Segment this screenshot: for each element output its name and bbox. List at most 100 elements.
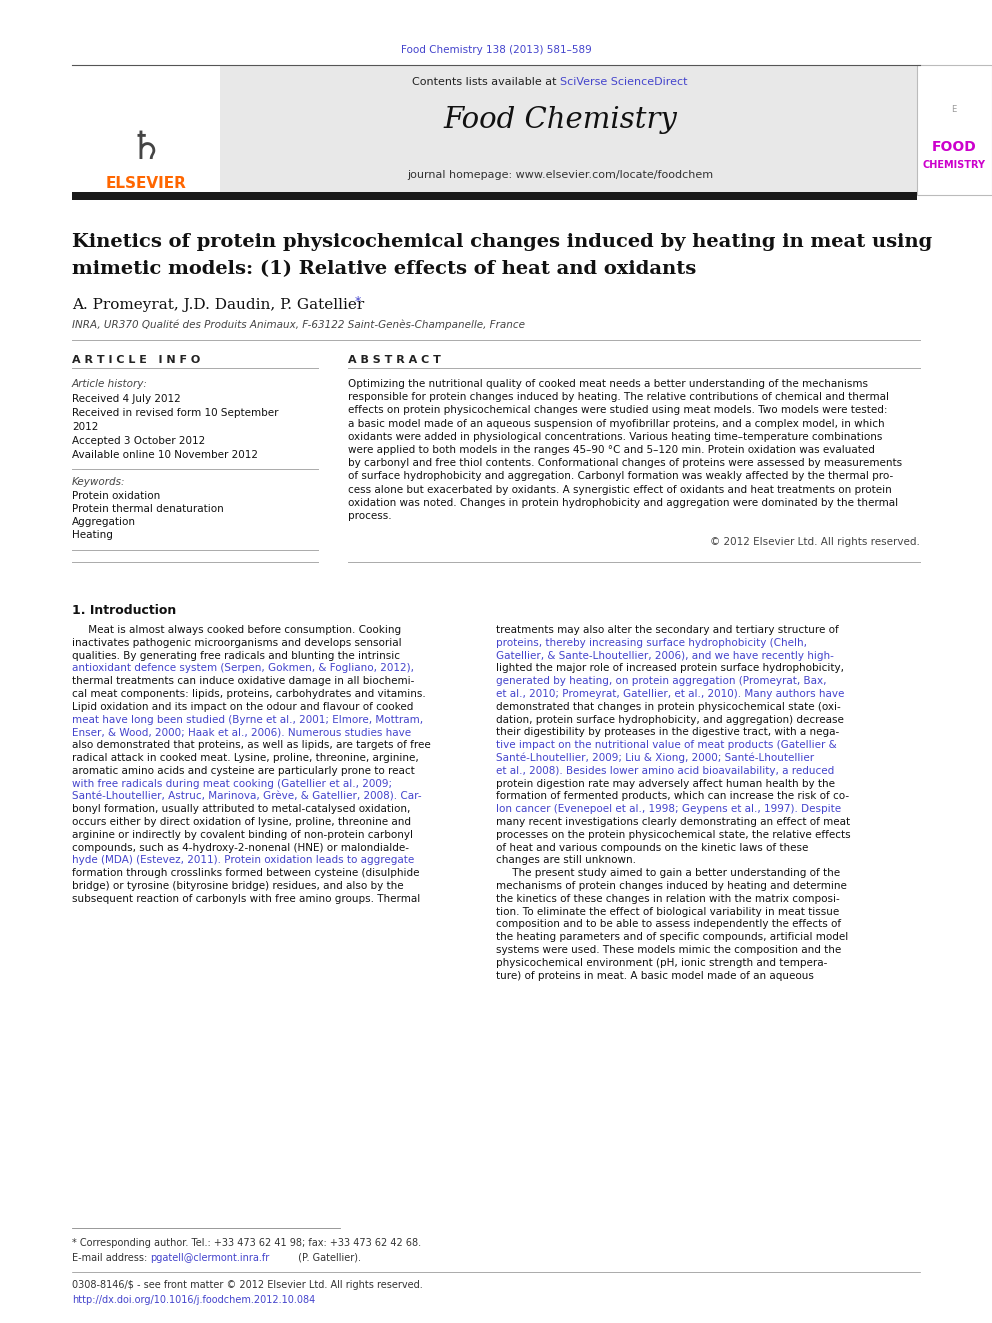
Text: with free radicals during meat cooking (Gatellier et al., 2009;: with free radicals during meat cooking (… (72, 779, 392, 789)
Text: radical attack in cooked meat. Lysine, proline, threonine, arginine,: radical attack in cooked meat. Lysine, p… (72, 753, 419, 763)
Text: also demonstrated that proteins, as well as lipids, are targets of free: also demonstrated that proteins, as well… (72, 740, 431, 750)
Text: Protein oxidation: Protein oxidation (72, 491, 161, 501)
Text: tion. To eliminate the effect of biological variability in meat tissue: tion. To eliminate the effect of biologi… (496, 906, 839, 917)
Text: A B S T R A C T: A B S T R A C T (348, 355, 440, 365)
Text: © 2012 Elsevier Ltd. All rights reserved.: © 2012 Elsevier Ltd. All rights reserved… (710, 537, 920, 546)
Text: ELSEVIER: ELSEVIER (105, 176, 186, 191)
Text: * Corresponding author. Tel.: +33 473 62 41 98; fax: +33 473 62 42 68.: * Corresponding author. Tel.: +33 473 62… (72, 1238, 422, 1248)
Text: cess alone but exacerbated by oxidants. A synergistic effect of oxidants and hea: cess alone but exacerbated by oxidants. … (348, 484, 892, 495)
Text: tive impact on the nutritional value of meat products (Gatellier &: tive impact on the nutritional value of … (496, 740, 836, 750)
Text: 0308-8146/$ - see front matter © 2012 Elsevier Ltd. All rights reserved.: 0308-8146/$ - see front matter © 2012 El… (72, 1279, 423, 1290)
Text: A. Promeyrat, J.D. Daudin, P. Gatellier: A. Promeyrat, J.D. Daudin, P. Gatellier (72, 298, 364, 312)
Text: Protein thermal denaturation: Protein thermal denaturation (72, 504, 224, 515)
Text: formation through crosslinks formed between cysteine (disulphide: formation through crosslinks formed betw… (72, 868, 420, 878)
Text: lighted the major role of increased protein surface hydrophobicity,: lighted the major role of increased prot… (496, 663, 844, 673)
Text: ture) of proteins in meat. A basic model made of an aqueous: ture) of proteins in meat. A basic model… (496, 971, 813, 980)
Text: 2012: 2012 (72, 422, 98, 433)
Text: INRA, UR370 Qualité des Produits Animaux, F-63122 Saint-Genès-Champanelle, Franc: INRA, UR370 Qualité des Produits Animaux… (72, 320, 525, 331)
Text: a basic model made of an aqueous suspension of myofibrillar proteins, and a comp: a basic model made of an aqueous suspens… (348, 418, 885, 429)
Text: Article history:: Article history: (72, 378, 148, 389)
Text: hyde (MDA) (Estevez, 2011). Protein oxidation leads to aggregate: hyde (MDA) (Estevez, 2011). Protein oxid… (72, 856, 415, 865)
Text: bridge) or tyrosine (bityrosine bridge) residues, and also by the: bridge) or tyrosine (bityrosine bridge) … (72, 881, 404, 890)
Text: Food Chemistry 138 (2013) 581–589: Food Chemistry 138 (2013) 581–589 (401, 45, 591, 56)
Text: 1. Introduction: 1. Introduction (72, 603, 177, 617)
Text: treatments may also alter the secondary and tertiary structure of: treatments may also alter the secondary … (496, 624, 839, 635)
Text: generated by heating, on protein aggregation (Promeyrat, Bax,: generated by heating, on protein aggrega… (496, 676, 826, 687)
Text: et al., 2010; Promeyrat, Gatellier, et al., 2010). Many authors have: et al., 2010; Promeyrat, Gatellier, et a… (496, 689, 844, 699)
Text: inactivates pathogenic microorganisms and develops sensorial: inactivates pathogenic microorganisms an… (72, 638, 402, 648)
Text: protein digestion rate may adversely affect human health by the: protein digestion rate may adversely aff… (496, 779, 835, 789)
Text: oxidants were added in physiological concentrations. Various heating time–temper: oxidants were added in physiological con… (348, 431, 882, 442)
Text: ♄: ♄ (129, 130, 164, 167)
Text: cal meat components: lipids, proteins, carbohydrates and vitamins.: cal meat components: lipids, proteins, c… (72, 689, 426, 699)
Text: Meat is almost always cooked before consumption. Cooking: Meat is almost always cooked before cons… (72, 624, 401, 635)
Text: journal homepage: www.elsevier.com/locate/foodchem: journal homepage: www.elsevier.com/locat… (407, 169, 713, 180)
Text: thermal treatments can induce oxidative damage in all biochemi-: thermal treatments can induce oxidative … (72, 676, 415, 687)
Text: SciVerse ScienceDirect: SciVerse ScienceDirect (560, 77, 687, 87)
Text: Accepted 3 October 2012: Accepted 3 October 2012 (72, 437, 205, 446)
Text: Optimizing the nutritional quality of cooked meat needs a better understanding o: Optimizing the nutritional quality of co… (348, 378, 868, 389)
Text: Lipid oxidation and its impact on the odour and flavour of cooked: Lipid oxidation and its impact on the od… (72, 701, 414, 712)
Text: Heating: Heating (72, 531, 113, 540)
Text: responsible for protein changes induced by heating. The relative contributions o: responsible for protein changes induced … (348, 392, 889, 402)
Text: Enser, & Wood, 2000; Haak et al., 2006). Numerous studies have: Enser, & Wood, 2000; Haak et al., 2006).… (72, 728, 411, 737)
Text: oxidation was noted. Changes in protein hydrophobicity and aggregation were domi: oxidation was noted. Changes in protein … (348, 497, 898, 508)
Text: antioxidant defence system (Serpen, Gokmen, & Fogliano, 2012),: antioxidant defence system (Serpen, Gokm… (72, 663, 414, 673)
Text: aromatic amino acids and cysteine are particularly prone to react: aromatic amino acids and cysteine are pa… (72, 766, 415, 775)
Text: of surface hydrophobicity and aggregation. Carbonyl formation was weakly affecte: of surface hydrophobicity and aggregatio… (348, 471, 893, 482)
Text: Received in revised form 10 September: Received in revised form 10 September (72, 407, 279, 418)
Text: Santé-Lhoutellier, 2009; Liu & Xiong, 2000; Santé-Lhoutellier: Santé-Lhoutellier, 2009; Liu & Xiong, 20… (496, 753, 814, 763)
Text: systems were used. These models mimic the composition and the: systems were used. These models mimic th… (496, 945, 841, 955)
Text: physicochemical environment (pH, ionic strength and tempera-: physicochemical environment (pH, ionic s… (496, 958, 827, 968)
Text: Food Chemistry: Food Chemistry (443, 106, 677, 134)
Text: (P. Gatellier).: (P. Gatellier). (295, 1253, 361, 1263)
Text: subsequent reaction of carbonyls with free amino groups. Thermal: subsequent reaction of carbonyls with fr… (72, 894, 421, 904)
Text: effects on protein physicochemical changes were studied using meat models. Two m: effects on protein physicochemical chang… (348, 405, 888, 415)
Text: were applied to both models in the ranges 45–90 °C and 5–120 min. Protein oxidat: were applied to both models in the range… (348, 445, 875, 455)
Text: arginine or indirectly by covalent binding of non-protein carbonyl: arginine or indirectly by covalent bindi… (72, 830, 413, 840)
Text: Received 4 July 2012: Received 4 July 2012 (72, 394, 181, 404)
Text: compounds, such as 4-hydroxy-2-nonenal (HNE) or malondialde-: compounds, such as 4-hydroxy-2-nonenal (… (72, 843, 409, 852)
Text: mechanisms of protein changes induced by heating and determine: mechanisms of protein changes induced by… (496, 881, 847, 890)
Text: occurs either by direct oxidation of lysine, proline, threonine and: occurs either by direct oxidation of lys… (72, 818, 411, 827)
Text: E-mail address:: E-mail address: (72, 1253, 151, 1263)
Text: Santé-Lhoutellier, Astruc, Marinova, Grève, & Gatellier, 2008). Car-: Santé-Lhoutellier, Astruc, Marinova, Grè… (72, 791, 422, 802)
Text: processes on the protein physicochemical state, the relative effects: processes on the protein physicochemical… (496, 830, 850, 840)
Bar (220, 65, 917, 194)
Text: http://dx.doi.org/10.1016/j.foodchem.2012.10.084: http://dx.doi.org/10.1016/j.foodchem.201… (72, 1295, 315, 1304)
Text: proteins, thereby increasing surface hydrophobicity (Chelh,: proteins, thereby increasing surface hyd… (496, 638, 807, 648)
Text: A R T I C L E   I N F O: A R T I C L E I N F O (72, 355, 200, 365)
Text: Gatellier, & Sante-Lhoutellier, 2006), and we have recently high-: Gatellier, & Sante-Lhoutellier, 2006), a… (496, 651, 834, 660)
Text: Keywords:: Keywords: (72, 478, 126, 487)
Text: formation of fermented products, which can increase the risk of co-: formation of fermented products, which c… (496, 791, 849, 802)
Text: the heating parameters and of specific compounds, artificial model: the heating parameters and of specific c… (496, 933, 848, 942)
Bar (72, 192, 917, 200)
Text: demonstrated that changes in protein physicochemical state (oxi-: demonstrated that changes in protein phy… (496, 701, 841, 712)
Text: composition and to be able to assess independently the effects of: composition and to be able to assess ind… (496, 919, 841, 929)
Text: process.: process. (348, 511, 392, 521)
Text: CHEMISTRY: CHEMISTRY (923, 160, 985, 169)
Text: mimetic models: (1) Relative effects of heat and oxidants: mimetic models: (1) Relative effects of … (72, 261, 696, 278)
Text: The present study aimed to gain a better understanding of the: The present study aimed to gain a better… (496, 868, 840, 878)
Text: Available online 10 November 2012: Available online 10 November 2012 (72, 450, 258, 460)
Bar (917, 65, 992, 194)
Bar (72, 65, 220, 194)
Text: *: * (355, 295, 361, 308)
Text: of heat and various compounds on the kinetic laws of these: of heat and various compounds on the kin… (496, 843, 808, 852)
Text: dation, protein surface hydrophobicity, and aggregation) decrease: dation, protein surface hydrophobicity, … (496, 714, 844, 725)
Text: many recent investigations clearly demonstrating an effect of meat: many recent investigations clearly demon… (496, 818, 850, 827)
Text: bonyl formation, usually attributed to metal-catalysed oxidation,: bonyl formation, usually attributed to m… (72, 804, 411, 814)
Text: lon cancer (Evenepoel et al., 1998; Geypens et al., 1997). Despite: lon cancer (Evenepoel et al., 1998; Geyp… (496, 804, 841, 814)
Text: et al., 2008). Besides lower amino acid bioavailability, a reduced: et al., 2008). Besides lower amino acid … (496, 766, 834, 775)
Text: the kinetics of these changes in relation with the matrix composi-: the kinetics of these changes in relatio… (496, 894, 840, 904)
Text: Aggregation: Aggregation (72, 517, 136, 527)
Text: their digestibility by proteases in the digestive tract, with a nega-: their digestibility by proteases in the … (496, 728, 839, 737)
Text: E: E (951, 106, 956, 115)
Text: qualities. By generating free radicals and blunting the intrinsic: qualities. By generating free radicals a… (72, 651, 400, 660)
Text: Kinetics of protein physicochemical changes induced by heating in meat using: Kinetics of protein physicochemical chan… (72, 233, 932, 251)
Text: Contents lists available at: Contents lists available at (412, 77, 560, 87)
Text: meat have long been studied (Byrne et al., 2001; Elmore, Mottram,: meat have long been studied (Byrne et al… (72, 714, 424, 725)
Text: changes are still unknown.: changes are still unknown. (496, 856, 636, 865)
Text: pgatell@clermont.inra.fr: pgatell@clermont.inra.fr (150, 1253, 269, 1263)
Text: by carbonyl and free thiol contents. Conformational changes of proteins were ass: by carbonyl and free thiol contents. Con… (348, 458, 902, 468)
